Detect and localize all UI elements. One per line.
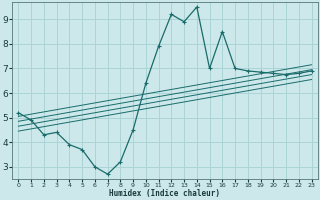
X-axis label: Humidex (Indice chaleur): Humidex (Indice chaleur)	[109, 189, 220, 198]
